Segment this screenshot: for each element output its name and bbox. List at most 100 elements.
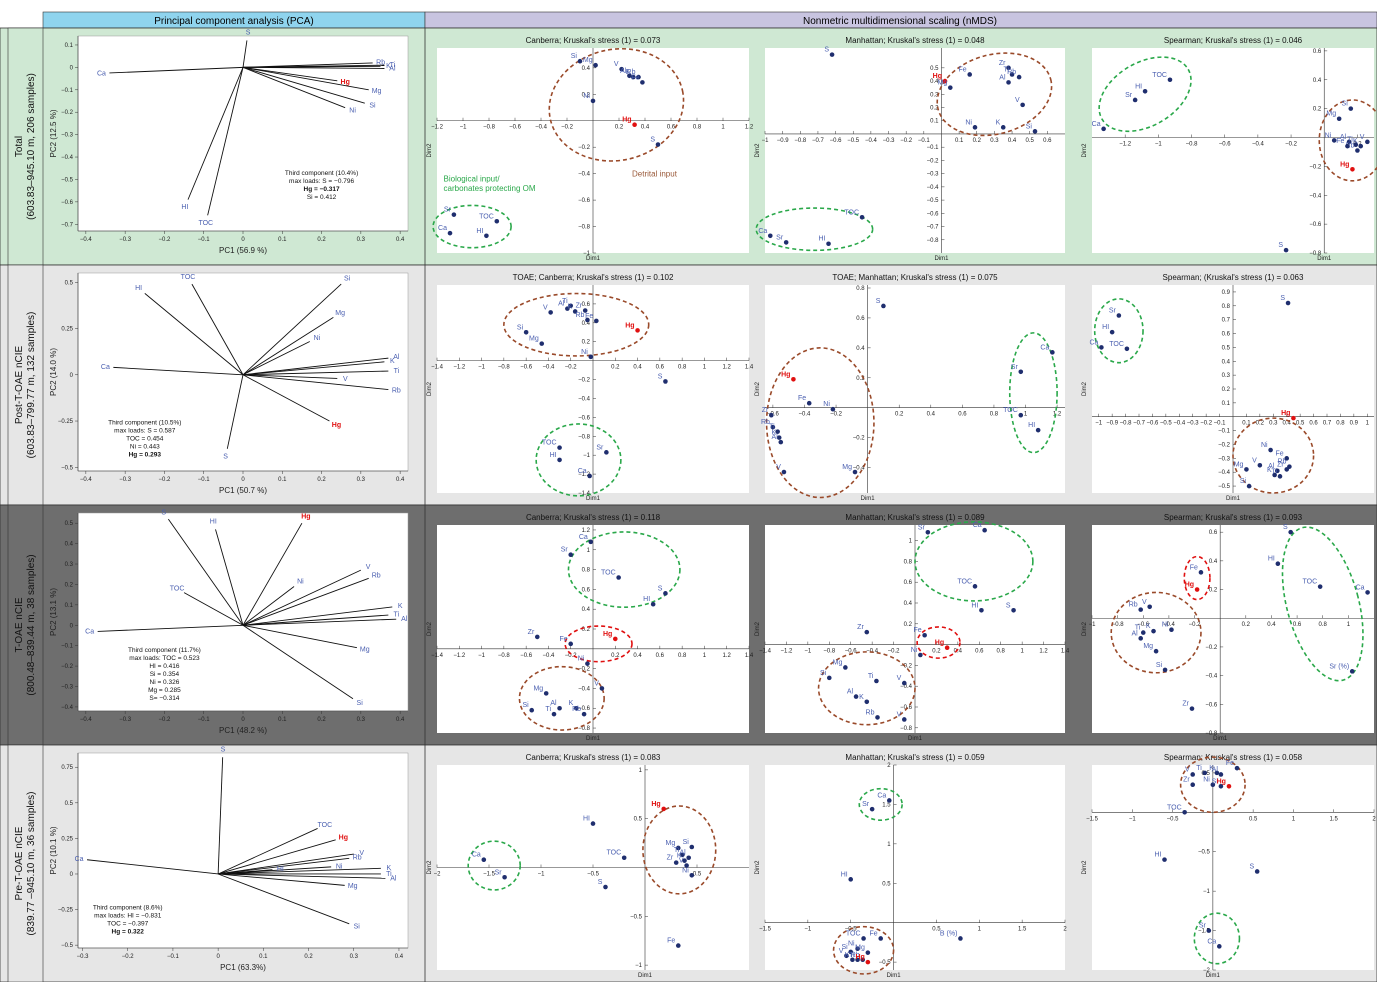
nmds-y-tick-label: 0.4 xyxy=(582,321,591,327)
nmds-y-tick-label: 0.2 xyxy=(930,106,939,112)
nmds-y-tick-label: 0.6 xyxy=(582,587,591,593)
nmds-panel: Manhattan; Kruskal's stress (1) = 0.059 −… xyxy=(755,753,1067,979)
nmds-y-tick-label: −0.4 xyxy=(900,684,913,690)
point-label-si: Si xyxy=(1156,662,1163,669)
nmds-x-label: Dim1 xyxy=(1317,256,1332,262)
nmds-x-tick-label: −1 xyxy=(762,138,770,144)
nmds-y-tick-label: 0.8 xyxy=(904,559,913,565)
nmds-y-tick-label: −0.2 xyxy=(1205,645,1218,651)
nmds-plot-area xyxy=(765,765,1065,970)
loading-vector-ti xyxy=(242,614,389,626)
point-fe xyxy=(806,400,812,406)
point-ni xyxy=(588,354,594,360)
nmds-y-label-group: Dim2 xyxy=(427,381,433,396)
point-hg xyxy=(635,328,640,333)
cluster-ellipse-green xyxy=(858,787,903,821)
nmds-y-tick-label: −0.2 xyxy=(578,667,591,673)
nmds-x-tick-label: 0.1 xyxy=(955,138,964,144)
nmds-y-tick-label: −0.4 xyxy=(578,172,591,178)
point-ti xyxy=(1353,142,1359,148)
nmds-title: Spearman; Kruskal's stress (1) = 0.058 xyxy=(1164,753,1303,762)
nmds-x-tick-label: −0.5 xyxy=(1167,816,1180,822)
nmds-x-tick-label: −0.9 xyxy=(1106,421,1119,427)
loading-label-si: Si xyxy=(369,103,376,110)
loading-vector-hi xyxy=(144,293,244,376)
nmds-y-tick-label: 0.6 xyxy=(582,302,591,308)
point-k xyxy=(631,74,636,80)
pca-y-tick-label: −0.5 xyxy=(61,943,74,949)
point-v xyxy=(1257,462,1263,468)
point-al xyxy=(686,855,691,861)
row-label-range: (603.83–799.77 m, 132 samples) xyxy=(26,312,37,459)
cluster-ellipse-green xyxy=(1008,332,1058,454)
point-rb xyxy=(860,957,866,963)
point-si xyxy=(1032,129,1038,134)
pca-y-tick-label: 0.75 xyxy=(61,765,73,771)
nmds-plot-area xyxy=(1092,765,1374,970)
nmds-y-label-group: Dim2 xyxy=(1082,621,1088,636)
point-al xyxy=(565,306,570,311)
cluster-ellipse-brown xyxy=(1179,756,1246,814)
point-label-al: Al xyxy=(999,74,1006,81)
loading-label-v: V xyxy=(366,564,371,571)
point-k xyxy=(864,699,870,705)
nmds-y-tick-label: 0.2 xyxy=(582,627,591,633)
nmds-title: Spearman; Kruskal's stress (1) = 0.046 xyxy=(1164,36,1303,45)
point-ti xyxy=(874,678,879,684)
point-k xyxy=(776,435,782,440)
loading-vector-ca xyxy=(97,624,244,632)
point-label-si: Si xyxy=(1026,123,1033,130)
nmds-x-tick-label: −0.4 xyxy=(865,138,878,144)
point-sr xyxy=(1132,97,1138,103)
point-label-al: Al xyxy=(847,689,854,696)
nmds-x-tick-label: 0.4 xyxy=(641,125,650,131)
point-toc xyxy=(1124,346,1130,352)
point-label-sr: Sr xyxy=(918,524,926,531)
nmds-y-tick-label: 0.2 xyxy=(904,622,913,628)
point-label-fe: Fe xyxy=(959,66,967,73)
point-label-ti: Ti xyxy=(674,847,680,854)
point-label-mg: Mg xyxy=(583,57,593,64)
point-label-toc: TOC xyxy=(601,569,616,576)
loading-vector-si xyxy=(242,66,365,104)
loading-label-toc: TOC xyxy=(170,586,185,593)
point-label-ti: Ti xyxy=(1271,468,1277,475)
nmds-y-tick-label: 0.3 xyxy=(930,92,939,98)
point-ni xyxy=(1268,447,1273,453)
point-label-zr: Zr xyxy=(762,407,769,414)
point-fe xyxy=(878,936,884,941)
point-label-si: Si xyxy=(522,702,529,709)
pca-y-tick-label: −0.25 xyxy=(58,908,74,914)
point-sr xyxy=(568,552,574,558)
nmds-x-tick-label: 0.2 xyxy=(973,138,982,144)
loading-label-ni: Ni xyxy=(336,863,343,870)
nmds-y-tick-label: 0.5 xyxy=(882,881,891,887)
nmds-y-tick-label: 0.6 xyxy=(1222,332,1231,338)
pca-y-tick-label: 0.2 xyxy=(65,582,74,588)
pca-x-tick-label: 0.3 xyxy=(350,954,359,960)
nmds-y-tick-label: −0.2 xyxy=(578,145,591,151)
nmds-x-tick-label: 0.6 xyxy=(656,653,665,659)
point-label-al: Al xyxy=(550,700,557,707)
loading-vector-hi xyxy=(215,529,244,626)
nmds-x-tick-label: −0.2 xyxy=(900,138,913,144)
nmds-x-tick-label: −2 xyxy=(434,872,442,878)
point-label-ni: Ni xyxy=(1162,622,1169,629)
point-sr xyxy=(925,529,931,535)
point-label-ti: Ti xyxy=(1347,137,1353,144)
nmds-y-tick-label: −1 xyxy=(583,251,591,257)
nmds-y-tick-label: −0.8 xyxy=(578,225,591,231)
point-zr xyxy=(673,860,679,865)
nmds-x-label: Dim1 xyxy=(934,256,949,262)
nmds-x-tick-label: −0.6 xyxy=(1146,421,1159,427)
nmds-x-tick-label: 1 xyxy=(1292,816,1296,822)
point-sr xyxy=(451,212,457,217)
point-hi xyxy=(848,877,854,882)
nmds-x-tick-label: −1.4 xyxy=(759,649,772,655)
nmds-x-tick-label: −0.6 xyxy=(520,365,533,371)
point-label-mg: Mg xyxy=(529,336,539,343)
point-label-hg: Hg xyxy=(651,801,660,808)
pca-x-label: PC1 (50.7 %) xyxy=(219,486,267,495)
pca-x-tick-label: 0.3 xyxy=(357,237,366,243)
nmds-x-tick-label: 0.4 xyxy=(927,412,936,418)
